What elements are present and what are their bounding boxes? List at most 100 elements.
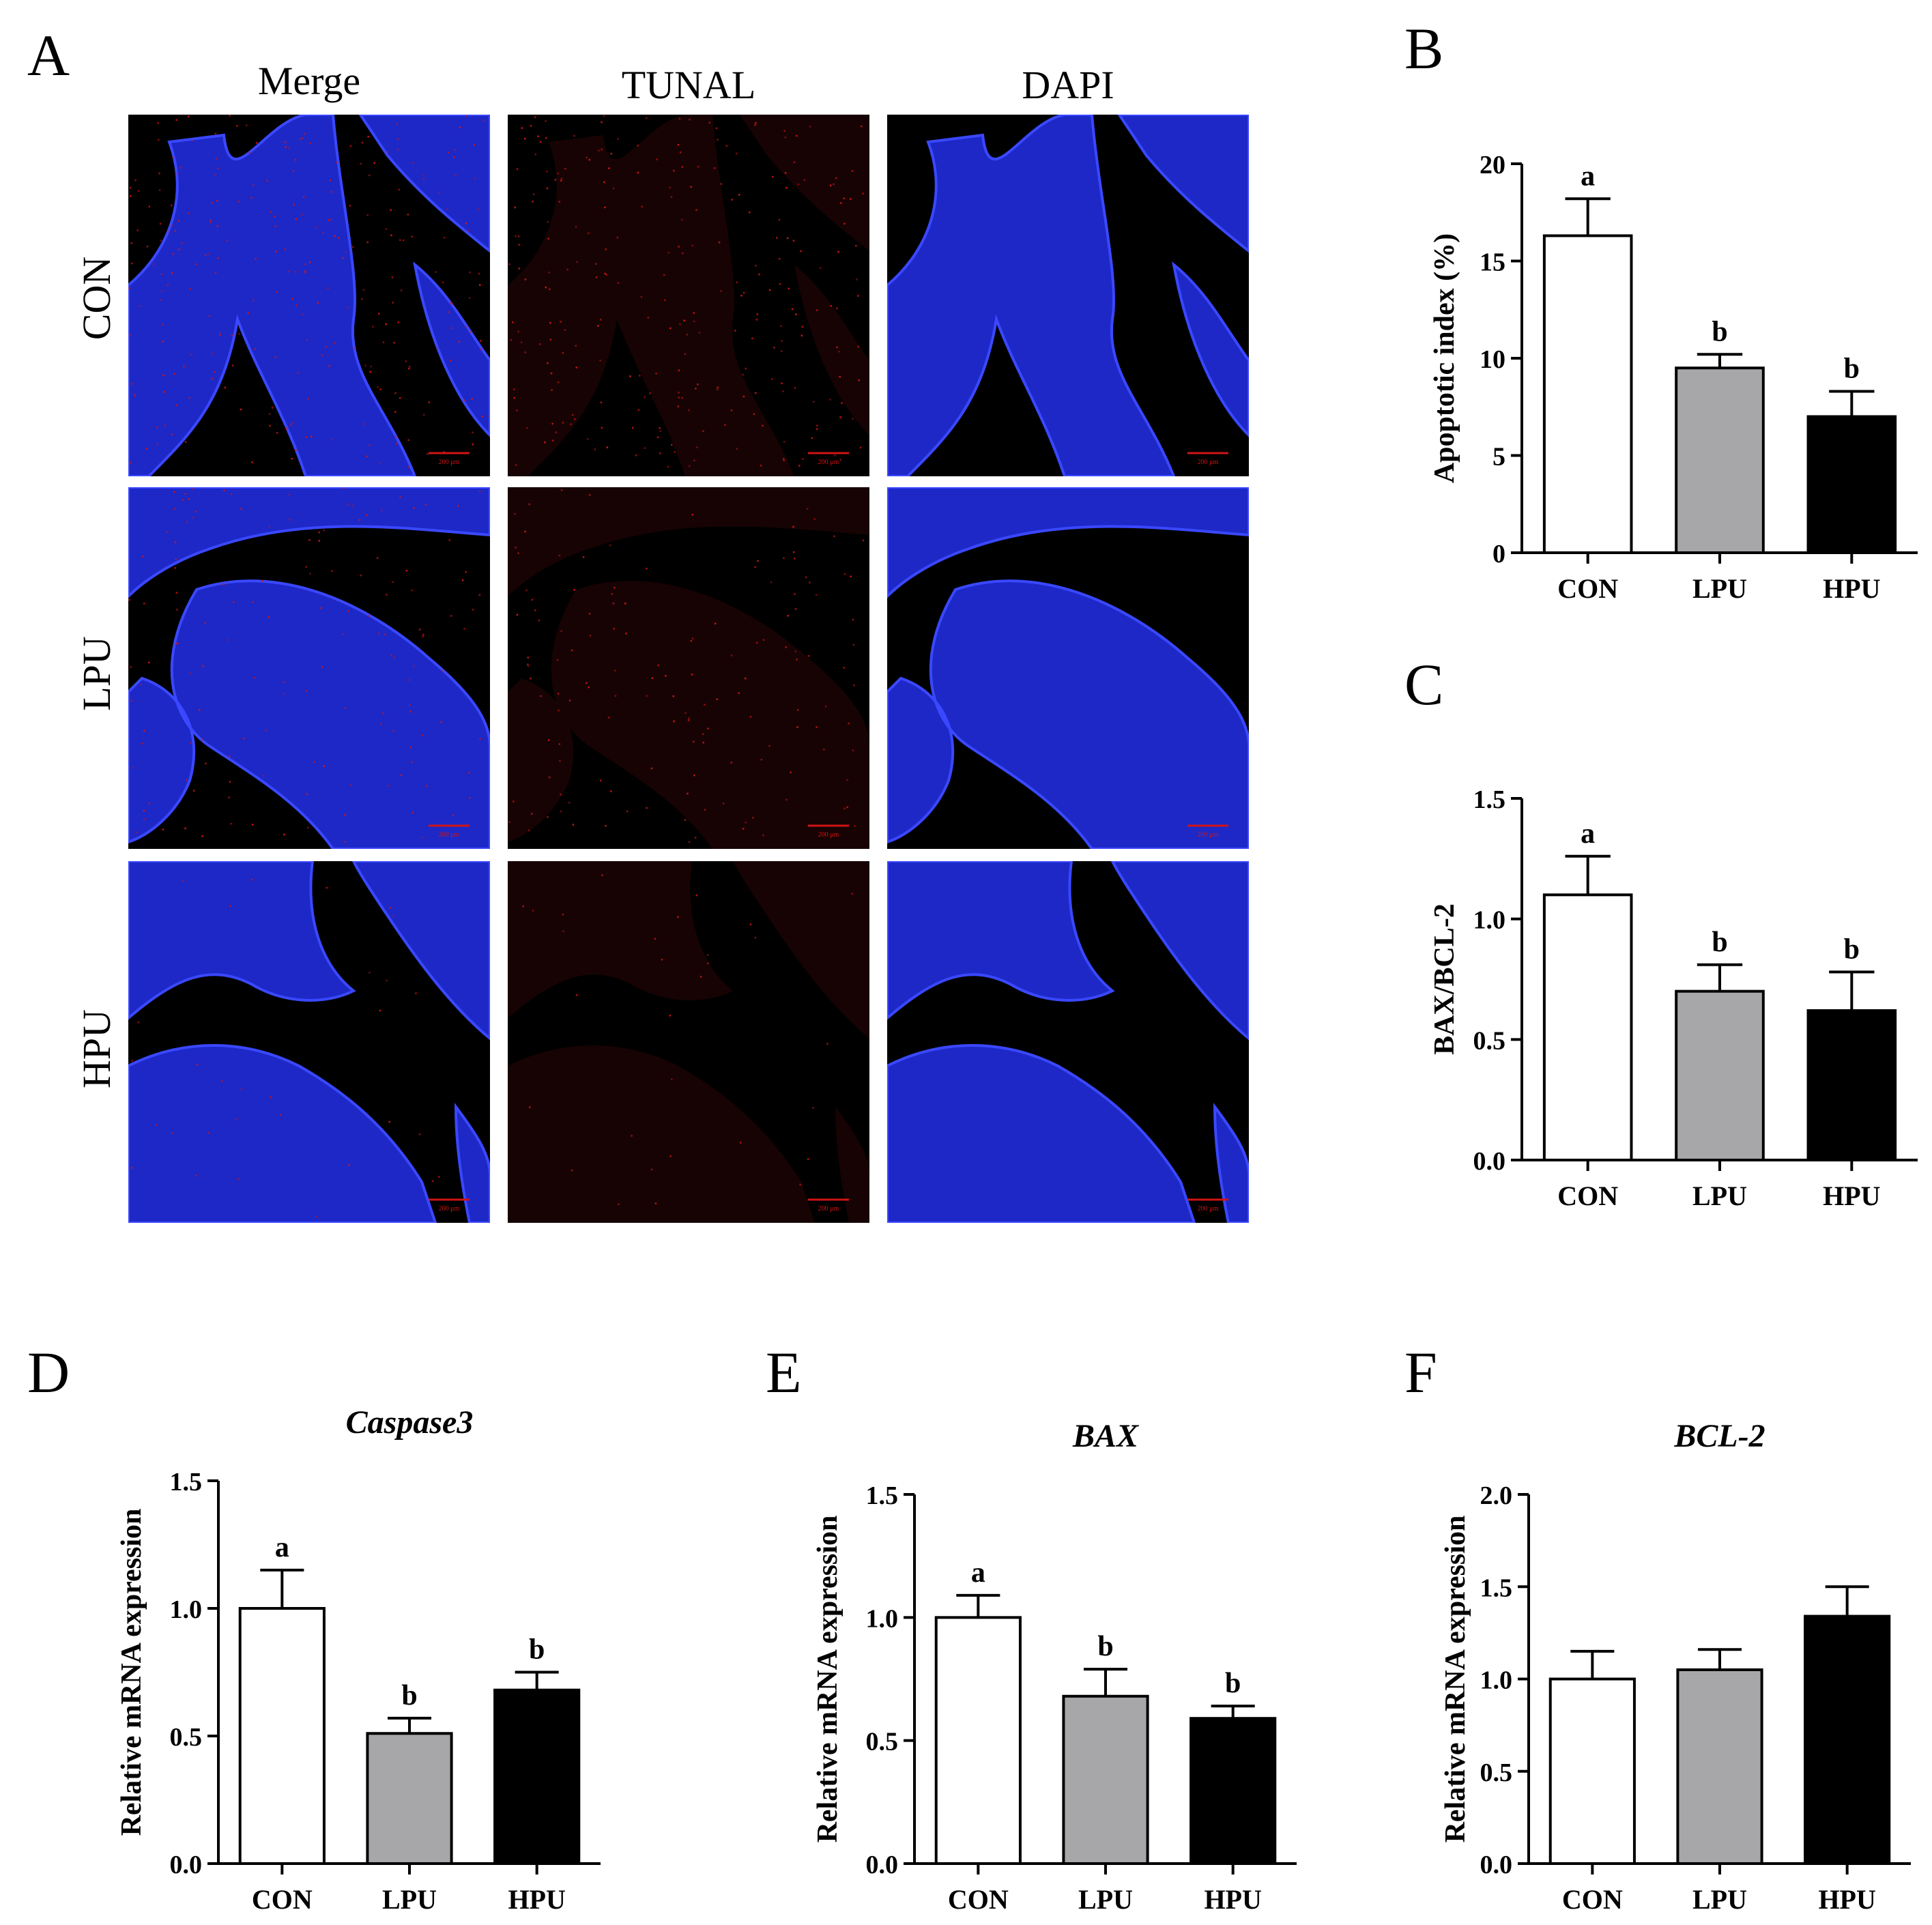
bar-hpu xyxy=(1190,1717,1277,1865)
y-tick-label: 0.5 xyxy=(170,1723,203,1752)
panel-letter-d: D xyxy=(27,1340,70,1405)
y-tick-label: 0.5 xyxy=(1480,1758,1513,1787)
y-tick-label: 1.0 xyxy=(170,1595,203,1624)
panel-letter-a: A xyxy=(27,23,70,88)
y-tick-label: 20 xyxy=(1480,151,1505,179)
significance-label-hpu: b xyxy=(1225,1668,1241,1699)
y-axis-label: BAX/BCL-2 xyxy=(1429,903,1460,1055)
significance-label-lpu: b xyxy=(1712,927,1727,958)
chart-title: BCL-2 xyxy=(1673,1418,1765,1454)
y-axis-label: Apoptotic index (%) xyxy=(1429,233,1460,483)
scale-bar-label: 200 μm xyxy=(1198,1205,1219,1213)
y-tick-label: 1.5 xyxy=(1480,1574,1513,1602)
bar-lpu xyxy=(1062,1694,1149,1865)
y-tick-label: 2.0 xyxy=(1480,1481,1513,1510)
chart-apoptotic-index: Apoptotic index (%) 0 5 10 15 20 a CON b LPU b HPU xyxy=(1429,151,1918,604)
bar-lpu xyxy=(1675,366,1765,554)
scale-bar-label: 200 μm xyxy=(439,831,460,839)
y-tick-label: 10 xyxy=(1480,345,1505,374)
y-tick-label: 1.0 xyxy=(1480,1666,1513,1695)
micrograph-lpu-tunal: 200 μm xyxy=(508,487,869,849)
chart-bcl2: BCL-2 Relative mRNA expression 0.0 0.5 1.0 1.… xyxy=(1440,1418,1911,1915)
bar-lpu xyxy=(1675,989,1765,1161)
y-tick-label: 0.0 xyxy=(170,1851,203,1879)
y-tick-label: 0.0 xyxy=(1480,1851,1513,1879)
y-tick-label: 1.5 xyxy=(1473,785,1506,814)
y-tick-label: 0.0 xyxy=(1473,1147,1506,1176)
bar-con xyxy=(934,1616,1022,1865)
micrograph-lpu-merge: 200 μm xyxy=(128,487,490,849)
x-tick-label-hpu: HPU xyxy=(508,1884,565,1915)
x-tick-label-lpu: LPU xyxy=(1692,573,1747,604)
y-tick-label: 1.5 xyxy=(170,1468,203,1496)
scale-bar-label: 200 μm xyxy=(439,459,460,466)
panel-letter-e: E xyxy=(766,1340,802,1405)
column-title-dapi: DAPI xyxy=(1022,63,1114,107)
x-tick-label-con: CON xyxy=(948,1884,1009,1915)
panel-letter-b: B xyxy=(1404,16,1444,81)
y-tick-label: 0 xyxy=(1493,540,1505,568)
micrograph-con-tunal: 200 μm xyxy=(508,115,869,476)
micrograph-con-merge: 200 μm xyxy=(128,115,490,476)
column-title-tunal: TUNAL xyxy=(621,63,756,107)
significance-label-con: a xyxy=(275,1532,289,1563)
bar-con xyxy=(1542,893,1633,1161)
significance-label-hpu: b xyxy=(1844,353,1860,384)
y-tick-label: 5 xyxy=(1493,443,1505,472)
y-tick-label: 1.0 xyxy=(866,1604,899,1633)
micrograph-hpu-tunal: 200 μm xyxy=(508,861,869,1223)
y-tick-label: 1.0 xyxy=(1473,906,1506,935)
x-tick-label-hpu: HPU xyxy=(1204,1884,1261,1915)
micrograph-hpu-dapi: 200 μm xyxy=(887,861,1249,1223)
x-tick-label-con: CON xyxy=(252,1884,313,1915)
x-tick-label-lpu: LPU xyxy=(1692,1884,1747,1915)
micrograph-con-dapi: 200 μm xyxy=(887,115,1249,476)
bar-lpu xyxy=(366,1732,453,1866)
y-tick-label: 0.5 xyxy=(1473,1026,1506,1055)
significance-label-lpu: b xyxy=(1097,1631,1113,1662)
bar-con xyxy=(238,1607,326,1865)
y-axis-label: Relative mRNA expression xyxy=(812,1516,844,1843)
scale-bar-label: 200 μm xyxy=(818,831,839,839)
bar-lpu xyxy=(1676,1668,1763,1865)
bar-hpu xyxy=(493,1688,581,1865)
significance-label-hpu: b xyxy=(1844,933,1860,965)
significance-label-lpu: b xyxy=(401,1680,417,1711)
row-label-lpu: LPU xyxy=(74,636,119,711)
panel-letter-c: C xyxy=(1404,652,1444,717)
y-axis-label: Relative mRNA expression xyxy=(116,1509,147,1836)
significance-label-hpu: b xyxy=(529,1634,545,1666)
y-tick-label: 0.5 xyxy=(866,1728,899,1756)
x-tick-label-lpu: LPU xyxy=(1078,1884,1133,1915)
micrograph-lpu-dapi: 200 μm xyxy=(887,487,1249,849)
significance-label-con: a xyxy=(1581,160,1595,192)
scale-bar-label: 200 μm xyxy=(1198,459,1219,466)
scale-bar-label: 200 μm xyxy=(818,459,839,466)
x-tick-label-hpu: HPU xyxy=(1818,1884,1875,1915)
micrograph-hpu-merge: 200 μm xyxy=(128,861,490,1223)
row-label-con: CON xyxy=(74,256,119,341)
bar-con xyxy=(1548,1677,1636,1865)
chart-bax-bcl2-ratio: BAX/BCL-2 0.0 0.5 1.0 1.5 a CON b LPU b HPU xyxy=(1429,785,1918,1211)
y-tick-label: 15 xyxy=(1480,248,1505,277)
chart-title: Caspase3 xyxy=(346,1404,474,1441)
bar-con xyxy=(1542,234,1633,554)
bar-hpu xyxy=(1804,1615,1891,1865)
scale-bar-label: 200 μm xyxy=(439,1205,460,1213)
scale-bar-label: 200 μm xyxy=(1198,831,1219,839)
x-tick-label-hpu: HPU xyxy=(1823,1181,1880,1211)
significance-label-con: a xyxy=(971,1557,985,1589)
y-tick-label: 0.0 xyxy=(866,1851,899,1879)
chart-bax: BAX Relative mRNA expression 0.0 0.5 1.0 1.5 a… xyxy=(812,1418,1297,1915)
bar-hpu xyxy=(1806,415,1897,554)
column-title-merge: Merge xyxy=(257,59,361,103)
bar-hpu xyxy=(1806,1009,1897,1161)
x-tick-label-hpu: HPU xyxy=(1823,573,1880,604)
y-axis-label: Relative mRNA expression xyxy=(1440,1516,1471,1843)
x-tick-label-lpu: LPU xyxy=(1692,1181,1747,1211)
x-tick-label-con: CON xyxy=(1562,1884,1623,1915)
significance-label-lpu: b xyxy=(1712,316,1727,347)
y-tick-label: 1.5 xyxy=(866,1481,899,1510)
panel-letter-f: F xyxy=(1404,1340,1437,1405)
x-tick-label-lpu: LPU xyxy=(382,1884,437,1915)
